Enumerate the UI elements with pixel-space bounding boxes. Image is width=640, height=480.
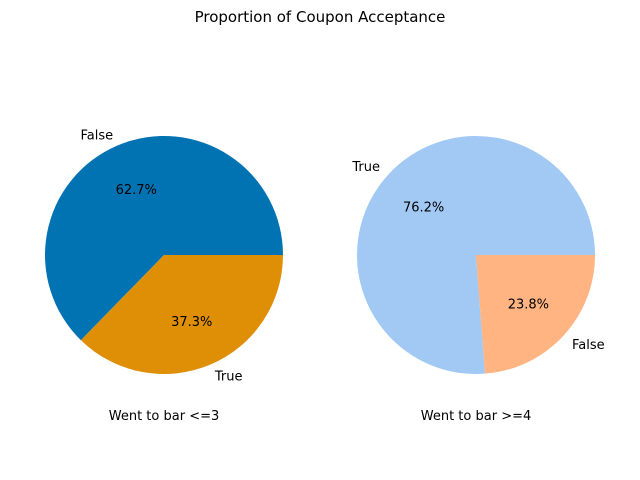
pie-1-slice-false <box>476 255 595 374</box>
pie-1-pct-false: 23.8% <box>508 298 549 313</box>
pie-0-xlabel: Went to bar <=3 <box>109 409 220 424</box>
pie-0-label-false: False <box>81 128 114 143</box>
pie-1-label-true: True <box>351 160 380 175</box>
pie-1-label-false: False <box>572 338 605 353</box>
figure-title: Proportion of Coupon Acceptance <box>195 8 446 26</box>
pie-0-slice-false <box>45 136 283 341</box>
pie-1-pct-true: 76.2% <box>403 200 444 215</box>
pie-0-label-true: True <box>214 370 243 385</box>
pie-1-xlabel: Went to bar >=4 <box>421 409 532 424</box>
pie-0-pct-true: 37.3% <box>171 315 212 330</box>
pie-0-slice-true <box>80 255 284 375</box>
pie-chart-bar-le3: False 62.7% True 37.3% <box>45 128 284 385</box>
pie-chart-bar-ge4: True 76.2% False 23.8% <box>351 135 605 374</box>
pie-0-pct-false: 62.7% <box>116 183 157 198</box>
